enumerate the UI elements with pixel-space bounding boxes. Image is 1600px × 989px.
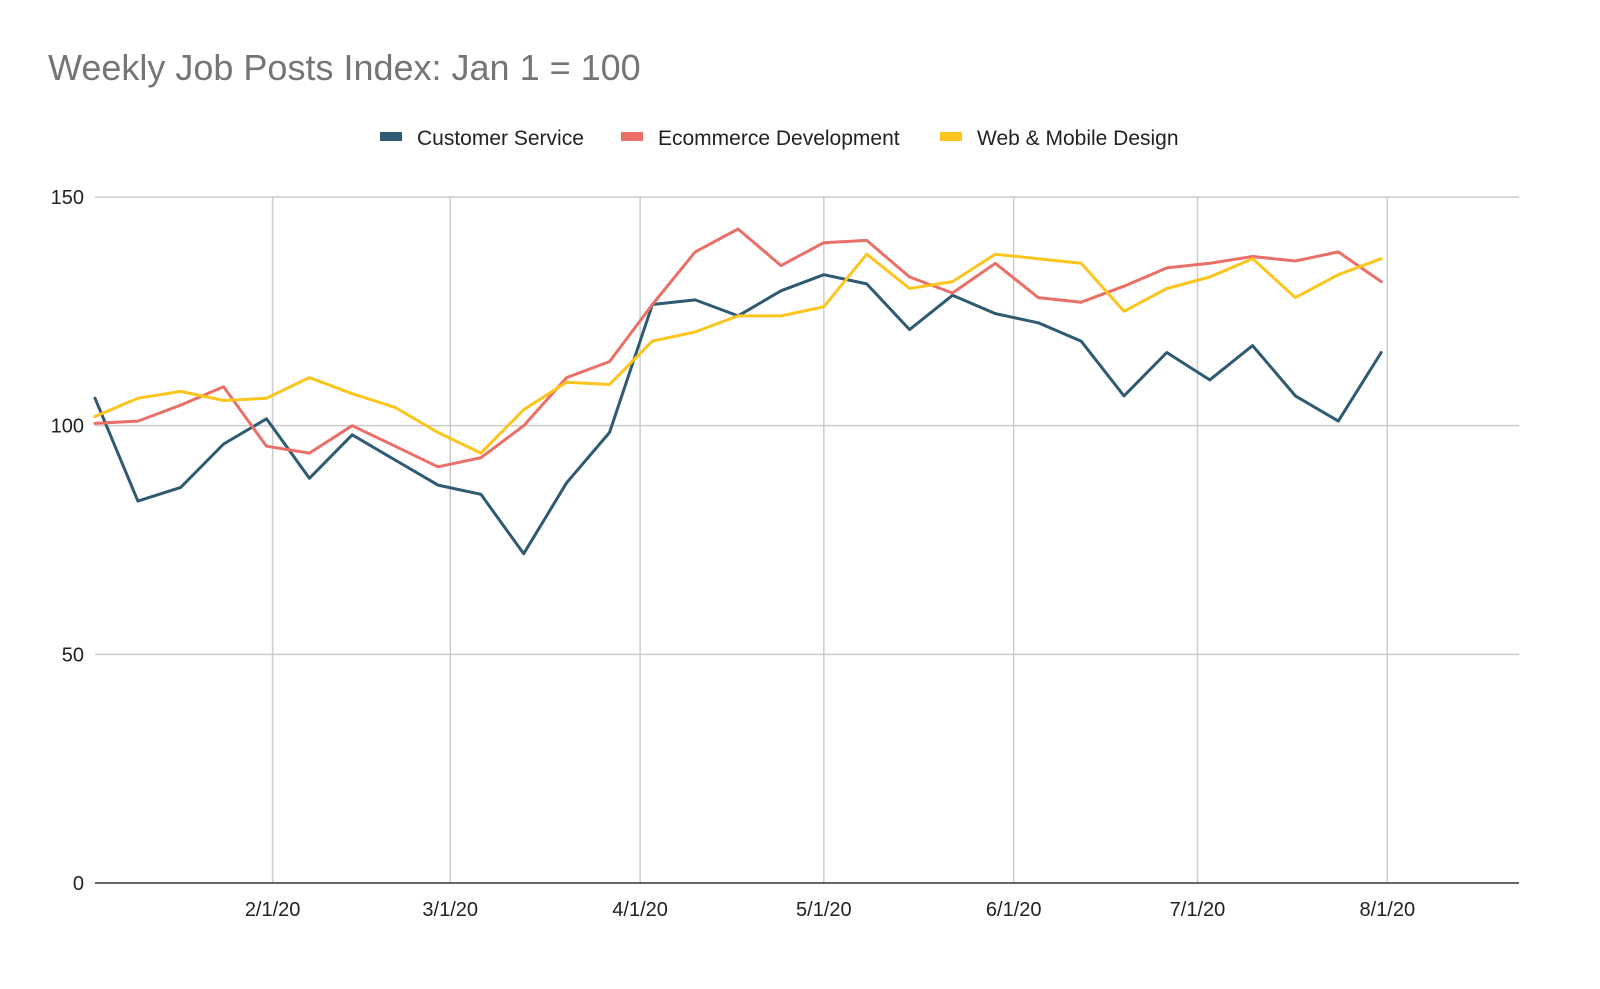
x-tick-label-1: 3/1/20 <box>422 899 478 921</box>
horizontal-gridlines <box>95 196 1519 656</box>
x-tick-label-3: 5/1/20 <box>796 899 852 921</box>
x-axis-tick-labels: 2/1/20 3/1/20 4/1/20 5/1/20 6/1/20 7/1/20 8/1/… <box>245 899 1415 921</box>
vertical-gridlines <box>271 197 1389 883</box>
y-axis-tick-labels: 0 50 100 150 <box>51 187 84 895</box>
legend-label-web-mobile-design: Web & Mobile Design <box>977 127 1179 150</box>
series-line-ecommerce-development <box>93 227 1383 469</box>
legend-label-customer-service: Customer Service <box>417 127 584 150</box>
legend: Customer Service Ecommerce Development Web… <box>380 127 1179 150</box>
legend-swatch-ecommerce-development <box>621 132 643 141</box>
y-tick-label-3: 150 <box>51 187 84 209</box>
legend-swatch-customer-service <box>380 132 402 141</box>
x-tick-label-2: 4/1/20 <box>612 899 668 921</box>
y-tick-label-1: 50 <box>62 644 84 666</box>
legend-label-ecommerce-development: Ecommerce Development <box>658 127 900 150</box>
y-tick-label-0: 0 <box>73 873 84 895</box>
x-tick-label-4: 6/1/20 <box>986 899 1042 921</box>
x-tick-label-6: 8/1/20 <box>1360 899 1416 921</box>
legend-swatch-web-mobile-design <box>940 132 962 141</box>
y-tick-label-2: 100 <box>51 416 84 438</box>
x-tick-label-5: 7/1/20 <box>1170 899 1226 921</box>
series-line-web-mobile-design <box>93 252 1383 455</box>
chart-title: Weekly Job Posts Index: Jan 1 = 100 <box>48 47 641 88</box>
x-tick-label-0: 2/1/20 <box>245 899 301 921</box>
series-lines <box>93 227 1383 556</box>
